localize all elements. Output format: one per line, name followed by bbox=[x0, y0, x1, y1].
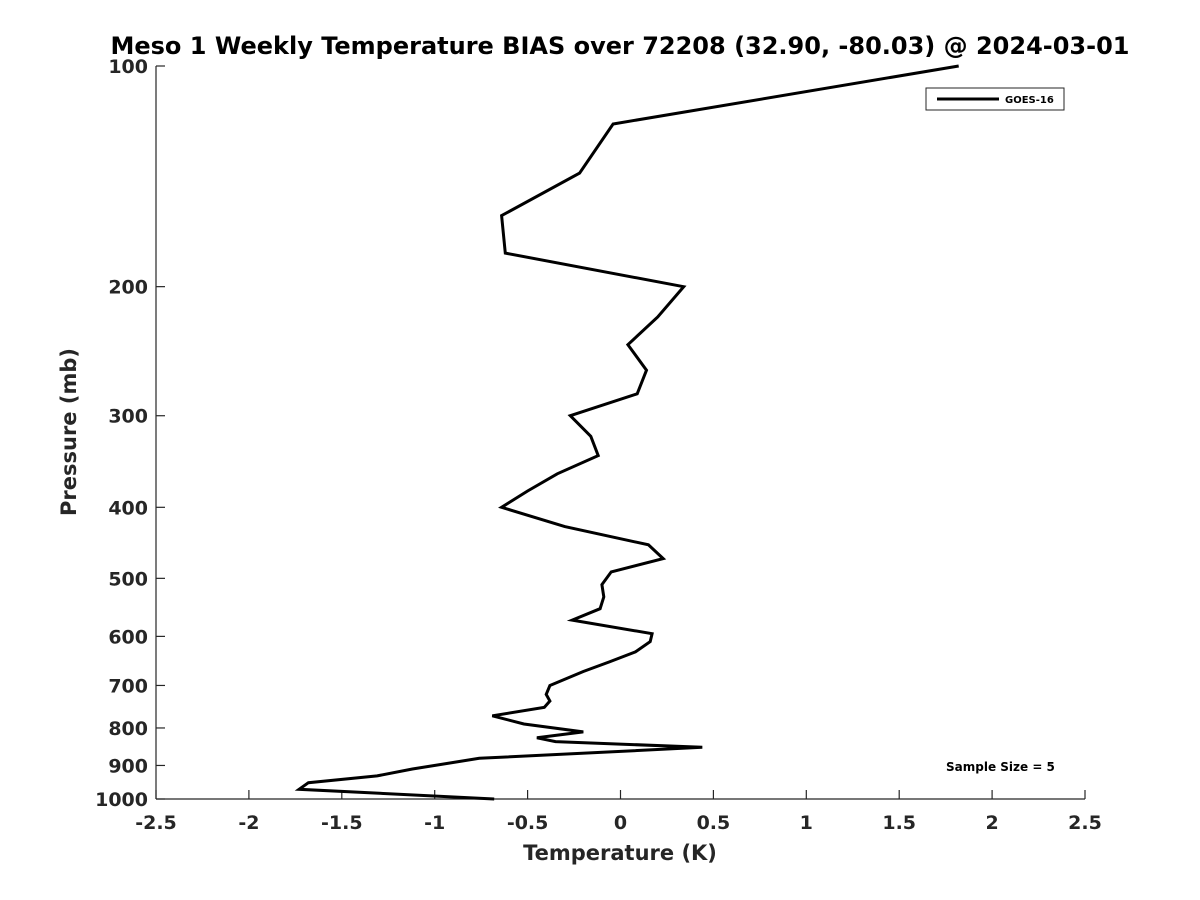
x-axis-ticks: -2.5 -2 -1.5 -1 -0.5 0 0.5 1 1.5 2 2.5 bbox=[135, 790, 1102, 834]
y-tick-label: 500 bbox=[108, 568, 148, 590]
x-tick-label: 1.5 bbox=[882, 812, 916, 834]
x-tick-label: -0.5 bbox=[507, 812, 549, 834]
y-axis-ticks: 100 200 300 400 500 600 700 800 900 1000 bbox=[95, 56, 165, 811]
chart-title: Meso 1 Weekly Temperature BIAS over 7220… bbox=[110, 32, 1129, 60]
plot-area bbox=[155, 66, 1085, 800]
y-tick-label: 300 bbox=[108, 406, 148, 428]
y-tick-label: 900 bbox=[108, 755, 148, 777]
y-tick-label: 400 bbox=[108, 497, 148, 519]
legend-label-goes-16: GOES-16 bbox=[1005, 95, 1054, 106]
x-axis-label: Temperature (K) bbox=[523, 841, 717, 865]
y-tick-label: 700 bbox=[108, 675, 148, 697]
x-tick-label: 0.5 bbox=[697, 812, 731, 834]
y-axis-label: Pressure (mb) bbox=[57, 348, 81, 516]
sample-size-annotation: Sample Size = 5 bbox=[946, 760, 1055, 774]
x-tick-label: 0 bbox=[614, 812, 627, 834]
y-tick-label: 600 bbox=[108, 626, 148, 648]
y-tick-label: 200 bbox=[108, 277, 148, 299]
x-tick-label: 2.5 bbox=[1068, 812, 1102, 834]
y-tick-label: 1000 bbox=[95, 789, 148, 811]
y-tick-label: 800 bbox=[108, 718, 148, 740]
x-tick-label: -2.5 bbox=[135, 812, 177, 834]
legend: GOES-16 bbox=[925, 87, 1065, 111]
x-tick-label: 1 bbox=[800, 812, 813, 834]
x-tick-label: -1 bbox=[424, 812, 445, 834]
y-tick-label: 100 bbox=[108, 56, 148, 78]
series-line-goes-16 bbox=[294, 64, 959, 801]
x-tick-label: -2 bbox=[238, 812, 259, 834]
x-tick-label: 2 bbox=[985, 812, 998, 834]
series-layer bbox=[294, 64, 959, 801]
x-tick-label: -1.5 bbox=[321, 812, 363, 834]
